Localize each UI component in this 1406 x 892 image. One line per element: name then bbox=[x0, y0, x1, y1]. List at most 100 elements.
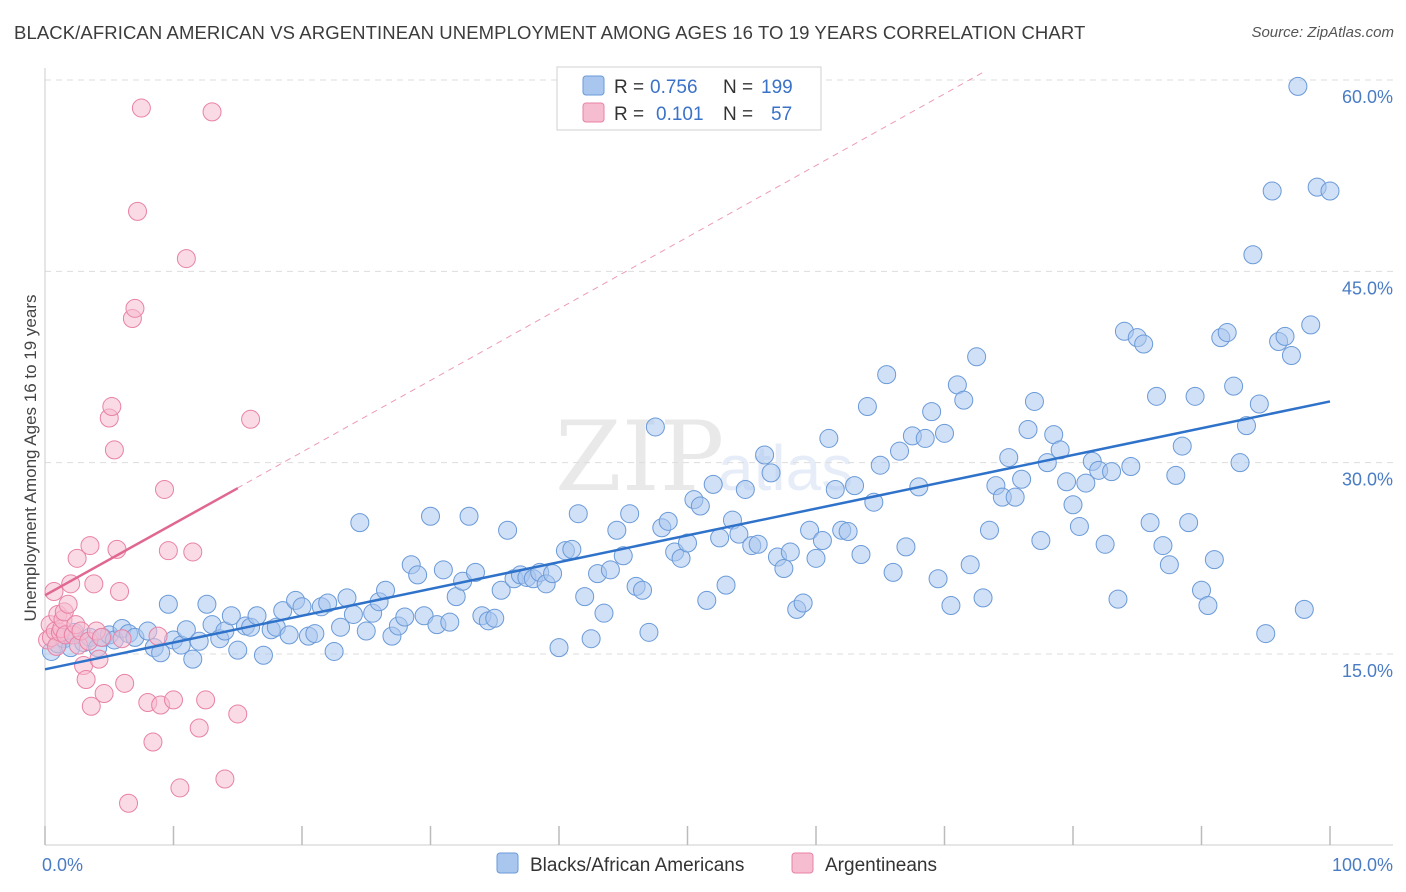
blacks-point-185 bbox=[1236, 416, 1256, 436]
blacks-point-119 bbox=[812, 530, 832, 550]
blacks-point-104 bbox=[716, 575, 736, 595]
blacks-point-60 bbox=[433, 560, 453, 580]
argentineans-point-21 bbox=[81, 696, 101, 716]
blacks-point-68 bbox=[485, 608, 505, 628]
legend-n-value-1: 199 bbox=[761, 77, 793, 98]
blacks-point-101 bbox=[697, 590, 717, 610]
legend-r-label-2: R = bbox=[614, 104, 644, 125]
blacks-point-32 bbox=[253, 645, 273, 665]
blacks-point-142 bbox=[960, 555, 980, 575]
argentineans-point-50 bbox=[196, 690, 216, 710]
argentineans-point-19 bbox=[76, 670, 96, 690]
blacks-point-163 bbox=[1095, 534, 1115, 554]
blacks-point-58 bbox=[421, 506, 440, 526]
blacks-point-111 bbox=[761, 463, 781, 483]
blacks-point-173 bbox=[1159, 555, 1179, 575]
trend-lines bbox=[44, 71, 1331, 671]
blacks-point-81 bbox=[568, 504, 588, 524]
blacks-point-109 bbox=[748, 534, 768, 554]
blacks-point-77 bbox=[543, 564, 563, 584]
argentineans-point-32 bbox=[112, 629, 132, 649]
blacks-point-183 bbox=[1224, 376, 1244, 396]
blacks-point-131 bbox=[890, 441, 910, 461]
argentineans-point-29 bbox=[104, 440, 124, 460]
legend-n-value-2: 57 bbox=[771, 104, 792, 125]
legend-swatch-pink bbox=[582, 102, 605, 123]
blacks-point-110 bbox=[755, 445, 775, 465]
blacks-point-164 bbox=[1102, 462, 1122, 482]
blacks-point-82 bbox=[575, 587, 595, 607]
y-tick-label-3: 60.0% bbox=[1342, 87, 1393, 107]
blacks-point-48 bbox=[356, 621, 376, 641]
argentineans-point-36 bbox=[125, 298, 145, 318]
argentineans-point-37 bbox=[128, 201, 148, 221]
blacks-point-46 bbox=[343, 604, 363, 624]
y-tick-label-0: 15.0% bbox=[1342, 661, 1393, 681]
blacks-point-148 bbox=[999, 448, 1019, 468]
blacks-point-136 bbox=[922, 402, 942, 422]
blacks-point-42 bbox=[318, 593, 338, 613]
blacks-point-126 bbox=[857, 397, 877, 417]
blacks-point-44 bbox=[331, 617, 351, 637]
legend-swatch-blue bbox=[582, 75, 605, 96]
blacks-point-180 bbox=[1204, 550, 1224, 570]
argentineans-point-48 bbox=[183, 542, 203, 562]
argentineans-point-54 bbox=[241, 409, 261, 429]
watermark: ZIP atlas bbox=[555, 401, 853, 513]
blacks-point-17 bbox=[158, 594, 178, 614]
blacks-point-114 bbox=[780, 542, 800, 562]
blacks-point-98 bbox=[678, 533, 697, 553]
blacks-point-188 bbox=[1256, 624, 1276, 644]
bottom-legend-swatch-blue bbox=[496, 852, 519, 874]
argentineans-point-52 bbox=[215, 769, 235, 789]
blacks-point-187 bbox=[1249, 394, 1269, 414]
blacks-point-36 bbox=[279, 625, 299, 645]
blacks-point-95 bbox=[658, 511, 678, 531]
argentineans-point-46 bbox=[170, 778, 190, 798]
argentineans-point-51 bbox=[202, 102, 222, 122]
blacks-point-170 bbox=[1140, 513, 1160, 533]
blacks-point-40 bbox=[305, 624, 325, 644]
blacks-point-193 bbox=[1288, 76, 1308, 96]
blacks-point-100 bbox=[690, 496, 710, 516]
y-tick-label-1: 30.0% bbox=[1342, 470, 1393, 490]
blacks-point-144 bbox=[973, 588, 993, 608]
blacks-point-88 bbox=[613, 546, 633, 566]
blacks-point-121 bbox=[825, 479, 845, 499]
series-argentineans-points bbox=[38, 98, 261, 813]
blacks-point-197 bbox=[1320, 181, 1340, 201]
blacks-point-137 bbox=[928, 569, 948, 589]
blacks-point-179 bbox=[1198, 596, 1218, 616]
x-tick-label-0: 0.0% bbox=[42, 855, 83, 875]
blacks-point-27 bbox=[221, 606, 241, 626]
blacks-point-171 bbox=[1147, 386, 1167, 406]
blacks-point-195 bbox=[1301, 315, 1321, 335]
argentineans-point-41 bbox=[148, 626, 168, 646]
blacks-point-69 bbox=[491, 580, 511, 600]
blacks-point-169 bbox=[1134, 334, 1154, 354]
blacks-point-124 bbox=[845, 476, 865, 496]
blacks-point-38 bbox=[292, 597, 312, 617]
legend-box: R = 0.756 N = 199 R = 0.101 N = 57 bbox=[556, 66, 822, 131]
blacks-point-116 bbox=[793, 593, 813, 613]
blacks-point-128 bbox=[870, 455, 890, 475]
legend-n-label-2: N = bbox=[723, 104, 753, 125]
trend-blacks bbox=[44, 400, 1331, 671]
trend-argentineans bbox=[44, 487, 239, 597]
argentineans-point-45 bbox=[164, 690, 183, 710]
blacks-point-80 bbox=[562, 539, 582, 559]
blacks-point-91 bbox=[633, 580, 653, 600]
blacks-point-157 bbox=[1057, 472, 1077, 492]
blacks-point-167 bbox=[1121, 456, 1141, 476]
blacks-point-175 bbox=[1172, 436, 1192, 456]
blacks-point-117 bbox=[800, 520, 820, 540]
argentineans-point-28 bbox=[102, 397, 122, 417]
chart-title: BLACK/AFRICAN AMERICAN VS ARGENTINEAN UN… bbox=[14, 22, 1086, 43]
blacks-point-176 bbox=[1179, 513, 1199, 533]
blacks-point-61 bbox=[440, 612, 460, 632]
blacks-point-70 bbox=[498, 520, 518, 540]
y-tick-label-2: 45.0% bbox=[1342, 278, 1393, 298]
blacks-point-125 bbox=[851, 545, 871, 565]
blacks-point-21 bbox=[183, 649, 203, 669]
x-tick-label-1: 100.0% bbox=[1332, 855, 1393, 875]
